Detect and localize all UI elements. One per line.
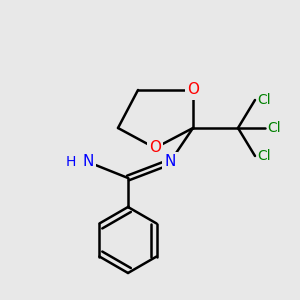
Text: N: N [164,154,176,169]
Text: N: N [82,154,94,169]
Text: H: H [66,155,76,169]
Text: O: O [187,82,199,98]
Text: Cl: Cl [267,121,280,135]
Text: Cl: Cl [257,93,271,107]
Text: Cl: Cl [257,149,271,163]
Text: O: O [149,140,161,155]
